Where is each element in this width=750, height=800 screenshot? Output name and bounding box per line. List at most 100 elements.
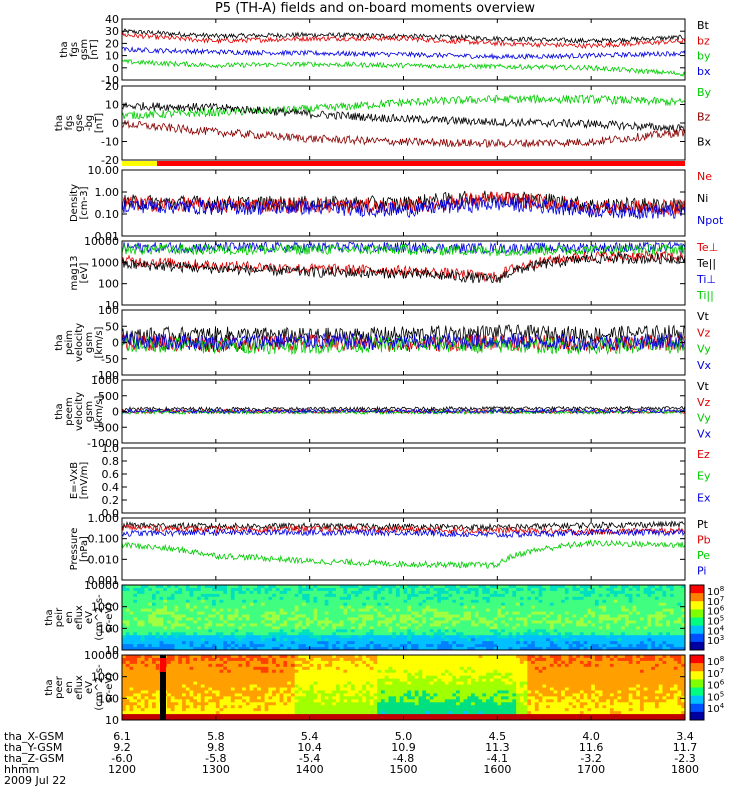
- spectrogram-cell: [167, 614, 172, 618]
- spectrogram-cell: [230, 617, 236, 621]
- spectrogram-cell: [621, 602, 626, 607]
- spectrogram-cell: [260, 666, 266, 671]
- spectrogram-cell: [426, 641, 431, 645]
- spectrogram-cell: [287, 696, 292, 700]
- spectrogram-cell: [426, 593, 431, 598]
- spectrogram-cell: [238, 605, 243, 610]
- spectrogram-cell: [294, 699, 299, 703]
- spectrogram-cell: [568, 611, 573, 616]
- spectrogram-cell: [647, 647, 652, 651]
- spectrogram-cell: [125, 585, 130, 589]
- spectrogram-cell: [133, 669, 138, 674]
- spectrogram-cell: [272, 596, 277, 601]
- spectrogram-cell: [568, 617, 573, 621]
- spectrogram-cell: [302, 602, 307, 607]
- spectrogram-cell: [148, 638, 153, 642]
- spectrogram-cell: [208, 657, 213, 662]
- spectrogram-cell: [167, 693, 172, 697]
- spectrogram-cell: [523, 638, 528, 642]
- spectrogram-cell: [486, 590, 491, 595]
- spectrogram-cell: [219, 632, 224, 636]
- spectrogram-cell: [223, 660, 228, 665]
- spectrogram-cell: [579, 585, 585, 589]
- spectrogram-cell: [242, 638, 247, 642]
- spectrogram-cell: [467, 632, 472, 636]
- spectrogram-cell: [309, 626, 314, 630]
- spectrogram-cell: [557, 632, 562, 636]
- spectrogram-cell: [602, 602, 607, 607]
- spectrogram-cell: [467, 590, 472, 595]
- spectrogram-cell: [482, 620, 487, 624]
- spectrogram-cell: [245, 620, 251, 624]
- spectrogram-cell: [335, 620, 341, 624]
- spectrogram-cell: [257, 684, 262, 688]
- spectrogram-cell: [516, 602, 521, 607]
- spectrogram-cell: [429, 605, 435, 610]
- spectrogram-cell: [230, 684, 236, 688]
- spectrogram-cell: [257, 590, 262, 595]
- spectrogram-cell: [369, 647, 374, 651]
- spectrogram-cell: [144, 655, 149, 659]
- spectrogram-cell: [669, 617, 675, 621]
- spectrogram-cell: [305, 638, 311, 642]
- y-axis-label: Pressure: [69, 528, 80, 571]
- spectrogram-cell: [553, 647, 558, 651]
- spectrogram-cell: [257, 708, 262, 712]
- spectrogram-cell: [215, 585, 221, 589]
- spectrogram-cell: [493, 602, 498, 607]
- spectrogram-cell: [531, 590, 536, 595]
- spectrogram-cell: [230, 660, 236, 665]
- spectrogram-cell: [249, 699, 254, 703]
- spectrogram-cell: [426, 644, 431, 648]
- spectrogram-cell: [298, 699, 303, 703]
- spectrogram-cell: [189, 684, 194, 688]
- spectrogram-cell: [298, 590, 303, 595]
- spectrogram-cell: [365, 644, 371, 648]
- spectrogram-cell: [163, 602, 168, 607]
- spectrogram-cell: [441, 605, 446, 610]
- spectrogram-cell: [339, 587, 344, 592]
- spectrogram-cell: [245, 714, 251, 718]
- spectrogram-cell: [144, 626, 149, 630]
- spectrogram-cell: [317, 644, 322, 648]
- spectrogram-cell: [441, 611, 446, 616]
- spectrogram-cell: [467, 635, 472, 639]
- spectrogram-cell: [636, 587, 641, 592]
- spectrogram-cell: [129, 657, 134, 662]
- spectrogram-cell: [260, 672, 266, 677]
- spectrogram-cell: [602, 644, 607, 648]
- spectrogram-cell: [122, 657, 127, 662]
- spectrogram-cell: [534, 614, 540, 618]
- spectrogram-cell: [290, 614, 296, 618]
- spectrogram-cell: [523, 632, 528, 636]
- spectrogram-cell: [557, 608, 562, 613]
- spectrogram-cell: [463, 585, 468, 589]
- spectrogram-cell: [591, 617, 596, 621]
- spectrogram-cell: [182, 705, 187, 709]
- spectrogram-cell: [395, 617, 401, 621]
- spectrogram-cell: [328, 626, 333, 630]
- y-axis-label: [km/s]: [94, 326, 105, 358]
- spectrogram-cell: [463, 641, 468, 645]
- spectrogram-cell: [411, 593, 416, 598]
- spectrogram-cell: [189, 617, 194, 621]
- spectrogram-cell: [369, 611, 374, 616]
- series-line-bx: [121, 102, 686, 134]
- spectrogram-cell: [549, 629, 555, 633]
- spectrogram-cell: [178, 587, 183, 592]
- spectrogram-cell: [230, 666, 236, 671]
- spectrogram-cell: [332, 711, 337, 715]
- spectrogram-cell: [242, 590, 247, 595]
- spectrogram-cell: [320, 681, 326, 686]
- spectrogram-cell: [253, 620, 258, 624]
- spectrogram-cell: [219, 626, 224, 630]
- spectrogram-cell: [606, 590, 611, 595]
- spectrogram-cell: [643, 623, 648, 627]
- spectrogram-cell: [283, 641, 288, 645]
- spectrogram-cell: [193, 684, 198, 688]
- spectrogram-cell: [249, 663, 254, 668]
- spectrogram-cell: [362, 617, 367, 621]
- spectrogram-cell: [305, 629, 311, 633]
- spectrogram-cell: [324, 632, 329, 636]
